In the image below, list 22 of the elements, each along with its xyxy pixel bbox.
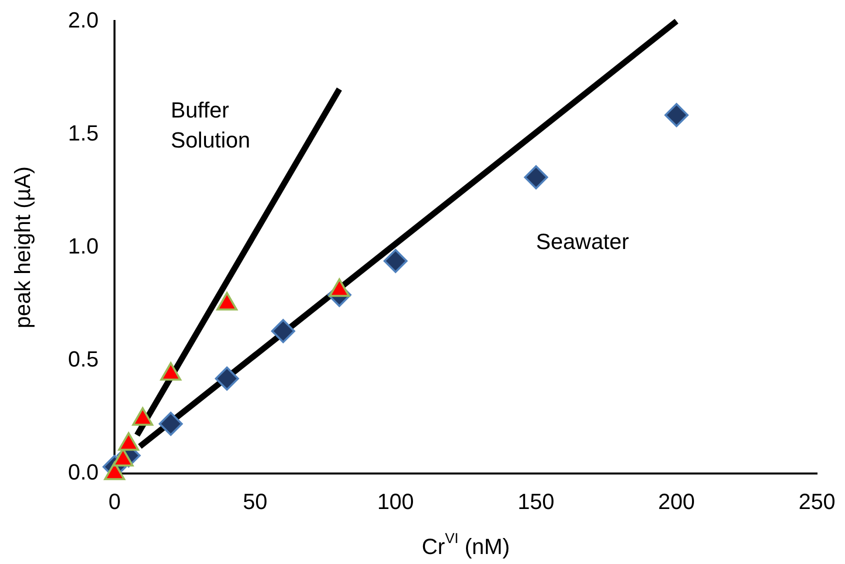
annotation: Buffer Solution (170, 98, 250, 153)
x-tick-label: 50 (242, 488, 268, 514)
x-tick-label: 0 (108, 488, 121, 514)
point (132, 407, 154, 426)
point (118, 432, 140, 451)
y-tick-label: 0.5 (68, 346, 99, 372)
y-tick-label: 0.0 (68, 460, 99, 485)
y-tick-label: 1.5 (68, 120, 99, 146)
x-tick-label: 250 (798, 488, 836, 514)
x-tick-label: 150 (518, 488, 554, 514)
x-tick-label: 200 (658, 488, 695, 514)
y-axis-title: peak height (µA) (10, 166, 36, 328)
annotation: Seawater (536, 228, 629, 254)
point (271, 319, 296, 344)
point (104, 462, 126, 480)
point (160, 362, 182, 381)
point (384, 248, 408, 273)
x-tick-label: 100 (377, 488, 414, 514)
point (664, 103, 689, 128)
y-tick-label: 1.0 (68, 233, 99, 258)
y-tick-label: 2.0 (68, 7, 99, 32)
point (524, 165, 548, 190)
